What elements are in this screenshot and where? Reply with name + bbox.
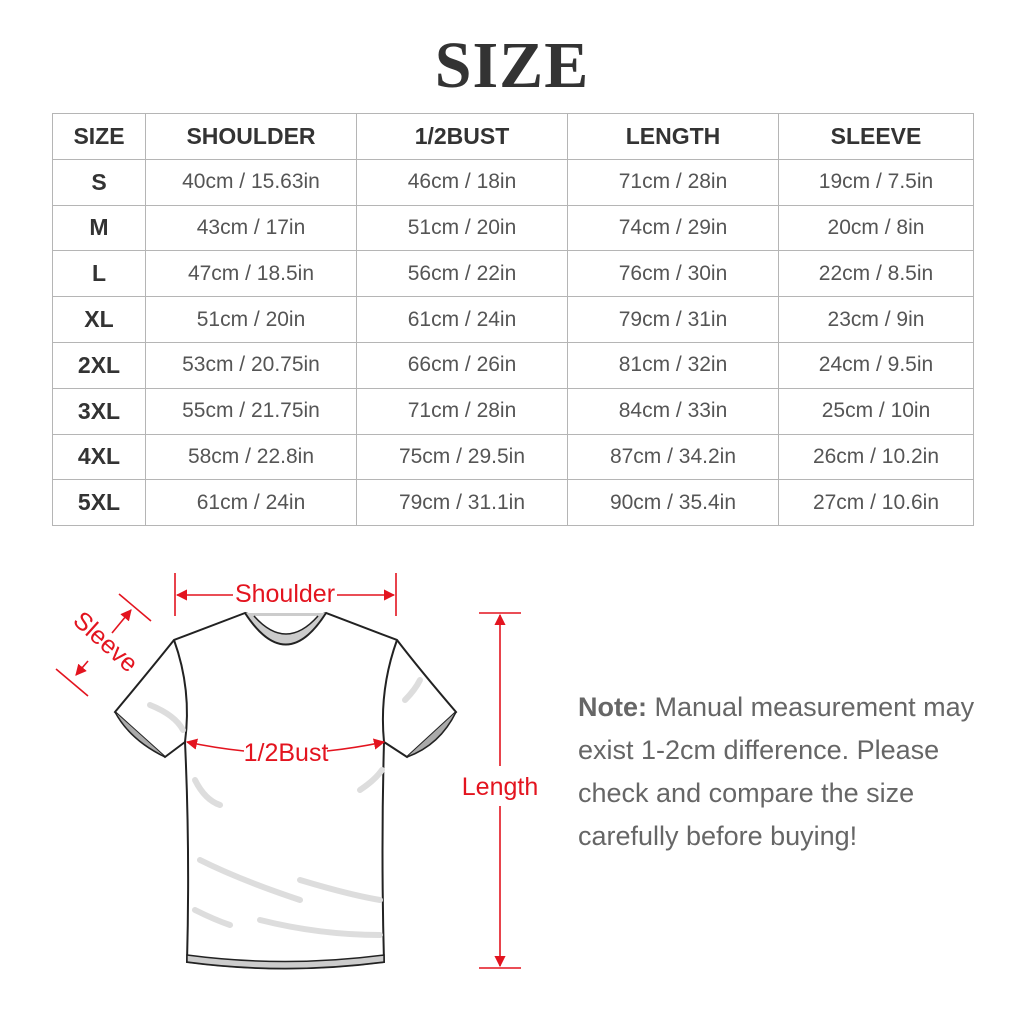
table-row: 5XL 61cm / 24in 79cm / 31.1in 90cm / 35.4in… (52, 479, 974, 527)
measure-cell: 46cm / 18in (356, 158, 568, 206)
table-row: 2XL 53cm / 20.75in 66cm / 26in 81cm / 32in 2… (52, 341, 974, 389)
measure-cell: 81cm / 32in (567, 341, 779, 389)
measure-cell: 90cm / 35.4in (567, 479, 779, 527)
measure-cell: 61cm / 24in (145, 479, 357, 527)
size-cell: 3XL (52, 387, 146, 435)
measure-cell: 24cm / 9.5in (778, 341, 974, 389)
bust-measure (185, 738, 386, 752)
note-label: Note: (578, 692, 647, 722)
table-row: M 43cm / 17in 51cm / 20in 74cm / 29in 20cm /… (52, 204, 974, 252)
table-row: 4XL 58cm / 22.8in 75cm / 29.5in 87cm / 34.2… (52, 433, 974, 481)
size-cell: XL (52, 296, 146, 343)
column-header: SIZE (52, 113, 146, 160)
measure-cell: 20cm / 8in (778, 204, 974, 252)
bust-label: 1/2Bust (244, 739, 329, 767)
tshirt-outline (113, 611, 458, 970)
size-cell: 5XL (52, 479, 146, 527)
measure-cell: 58cm / 22.8in (145, 433, 357, 481)
note: Note: Manual measurement may exist 1-2cm… (578, 686, 998, 858)
measure-cell: 27cm / 10.6in (778, 479, 974, 527)
measure-cell: 79cm / 31.1in (356, 479, 568, 527)
note-text: Manual measurement may exist 1-2cm diffe… (578, 692, 975, 851)
measure-cell: 23cm / 9in (778, 296, 974, 343)
measure-cell: 22cm / 8.5in (778, 250, 974, 298)
measure-cell: 43cm / 17in (145, 204, 357, 252)
measure-cell: 56cm / 22in (356, 250, 568, 298)
measure-cell: 76cm / 30in (567, 250, 779, 298)
size-cell: L (52, 250, 146, 298)
column-header: LENGTH (567, 113, 779, 160)
measure-cell: 55cm / 21.75in (145, 387, 357, 435)
measure-cell: 84cm / 33in (567, 387, 779, 435)
table-row: XL 51cm / 20in 61cm / 24in 79cm / 31in 23cm … (52, 296, 974, 343)
sleeve-label: Sleeve (68, 606, 144, 678)
length-label: Length (462, 773, 538, 801)
measure-cell: 51cm / 20in (145, 296, 357, 343)
size-table: SIZE SHOULDER 1/2BUST LENGTH SLEEVE S 40cm / … (52, 113, 974, 527)
measure-cell: 71cm / 28in (567, 158, 779, 206)
measure-cell: 51cm / 20in (356, 204, 568, 252)
shoulder-measure (174, 573, 397, 616)
size-cell: S (52, 158, 146, 206)
measure-cell: 25cm / 10in (778, 387, 974, 435)
measure-cell: 87cm / 34.2in (567, 433, 779, 481)
measure-cell: 75cm / 29.5in (356, 433, 568, 481)
measure-cell: 47cm / 18.5in (145, 250, 357, 298)
shoulder-label: Shoulder (235, 580, 335, 608)
table-header-row: SIZE SHOULDER 1/2BUST LENGTH SLEEVE (52, 113, 974, 160)
measure-cell: 79cm / 31in (567, 296, 779, 343)
table-row: L 47cm / 18.5in 56cm / 22in 76cm / 30in 22cm… (52, 250, 974, 298)
table-row: S 40cm / 15.63in 46cm / 18in 71cm / 28in 19c… (52, 158, 974, 206)
fabric-shading (147, 677, 423, 938)
page-title: SIZE (434, 29, 590, 102)
measure-cell: 53cm / 20.75in (145, 341, 357, 389)
measure-cell: 74cm / 29in (567, 204, 779, 252)
measure-cell: 19cm / 7.5in (778, 158, 974, 206)
column-header: 1/2BUST (356, 113, 568, 160)
sleeve-measure (55, 593, 152, 697)
measure-cell: 66cm / 26in (356, 341, 568, 389)
length-measure (479, 612, 521, 969)
size-cell: 4XL (52, 433, 146, 481)
measure-cell: 71cm / 28in (356, 387, 568, 435)
measure-cell: 26cm / 10.2in (778, 433, 974, 481)
column-header: SLEEVE (778, 113, 974, 160)
measure-cell: 40cm / 15.63in (145, 158, 357, 206)
table-row: 3XL 55cm / 21.75in 71cm / 28in 84cm / 33in 2… (52, 387, 974, 435)
